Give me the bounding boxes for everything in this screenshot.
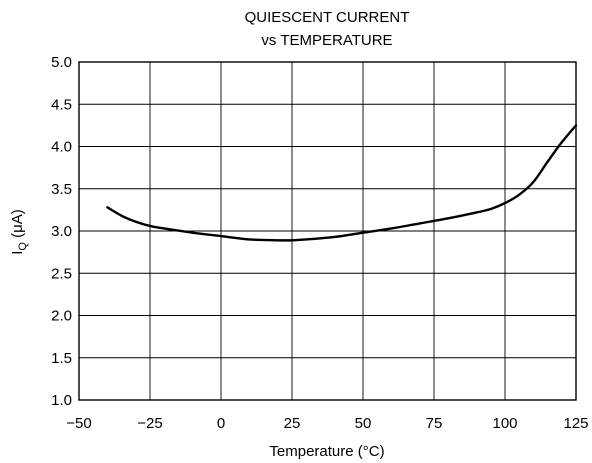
x-tick-label: 75 [426, 415, 443, 432]
y-tick-label: 5.0 [51, 54, 72, 71]
series-layer [106, 124, 578, 242]
y-tick-label: 2.5 [51, 265, 72, 282]
x-tick-label: 100 [492, 415, 517, 432]
y-axis-label: IQ (μA) [9, 209, 29, 255]
chart-title-line-1: QUIESCENT CURRENT [245, 9, 410, 26]
y-axis-label-unit: (μA) [9, 209, 26, 242]
y-tick-label: 3.5 [51, 181, 72, 198]
series-line-quiescent-current [106, 124, 578, 242]
y-axis-label-subscript: Q [17, 242, 29, 251]
x-tick-label: −25 [137, 415, 162, 432]
y-tick-labels: 1.0 1.5 2.0 2.5 3.0 3.5 4.0 4.5 5.0 [51, 54, 72, 409]
x-tick-label: 0 [217, 415, 225, 432]
x-tick-label: −50 [66, 415, 91, 432]
x-tick-label: 50 [355, 415, 372, 432]
y-tick-label: 4.0 [51, 139, 72, 156]
x-tick-label: 125 [563, 415, 588, 432]
y-axis-label-main: I [9, 251, 26, 255]
y-tick-label: 1.0 [51, 392, 72, 409]
x-axis-label: Temperature (°C) [269, 443, 384, 460]
y-tick-label: 1.5 [51, 350, 72, 367]
grid [79, 62, 576, 400]
x-tick-labels: −50 −25 0 25 50 75 100 125 [66, 415, 588, 432]
plot-frame [78, 61, 577, 401]
x-tick-label: 25 [284, 415, 301, 432]
y-tick-label: 2.0 [51, 308, 72, 325]
chart-title-line-2: vs TEMPERATURE [261, 32, 392, 49]
y-tick-label: 3.0 [51, 223, 72, 240]
y-tick-label: 4.5 [51, 96, 72, 113]
